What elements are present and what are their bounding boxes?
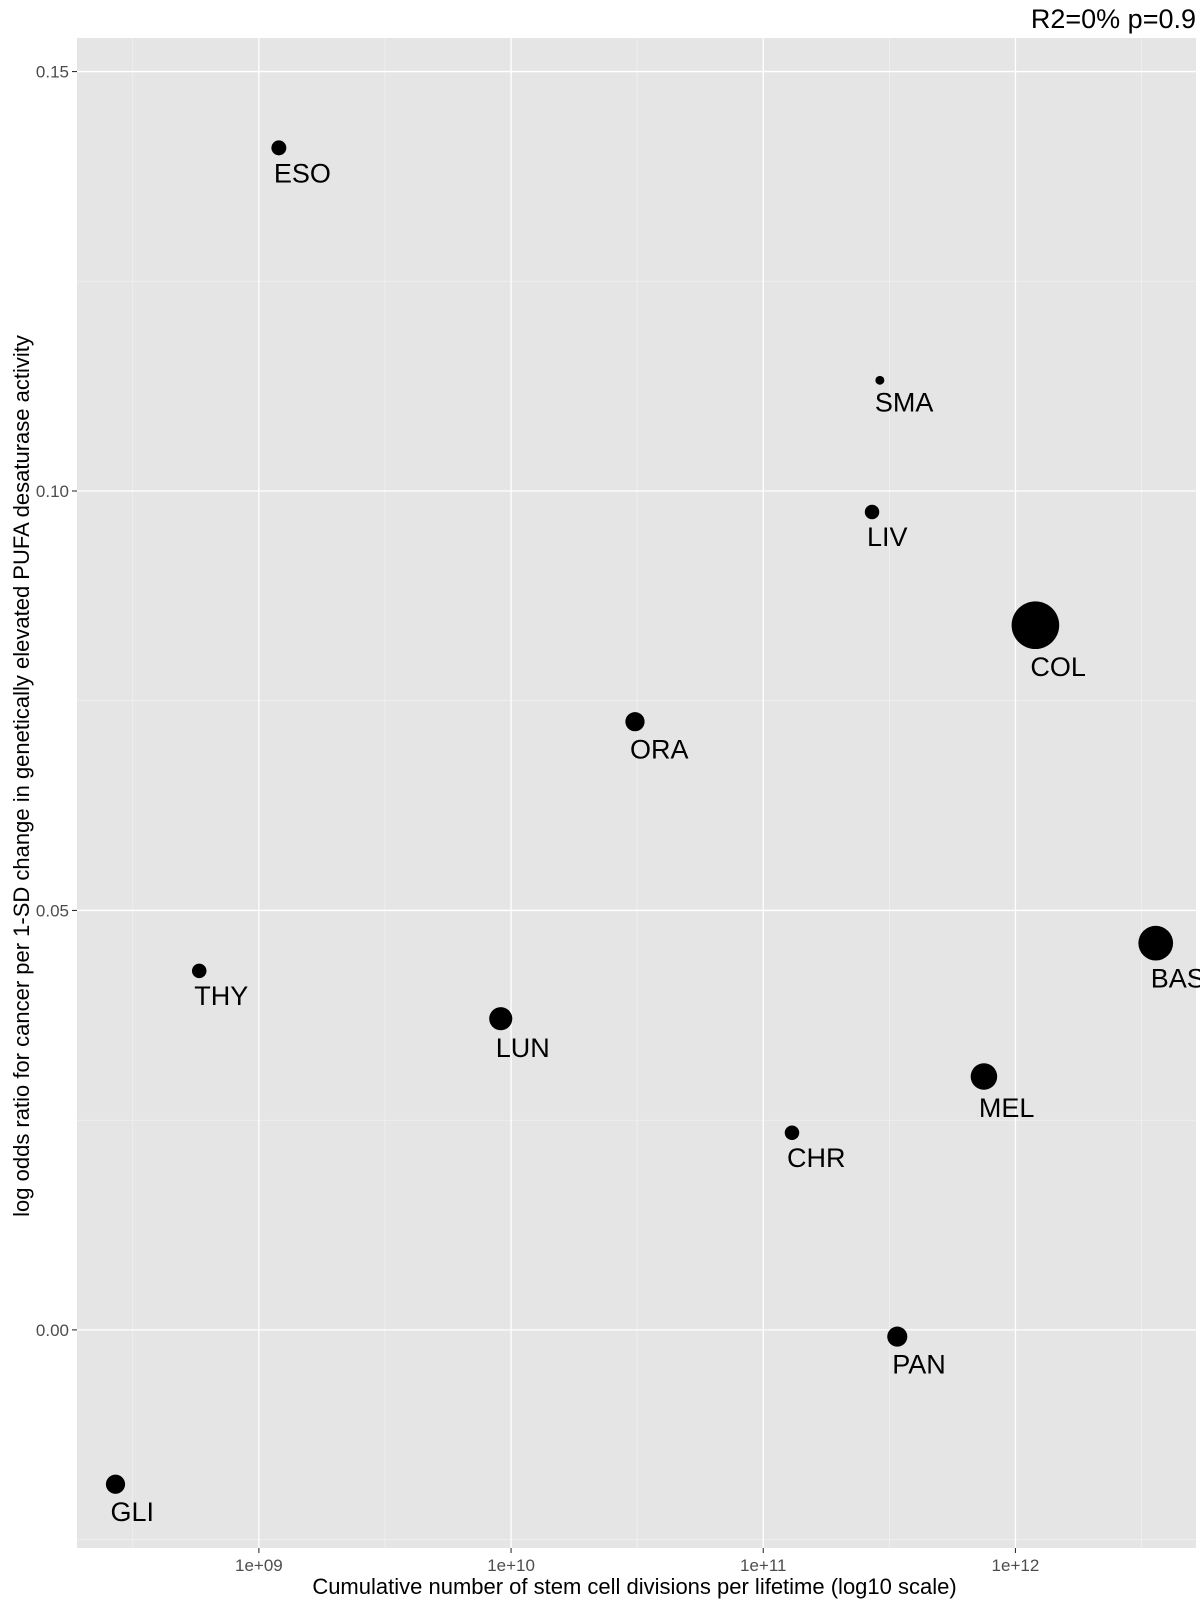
- grid-major: [77, 38, 1196, 1548]
- point-label-ora: ORA: [630, 734, 689, 764]
- plot-panel: [77, 38, 1196, 1548]
- x-axis: 1e+09 1e+10 1e+11 1e+12: [235, 1548, 1039, 1575]
- x-tick-label: 1e+09: [235, 1556, 283, 1575]
- point-lun: [489, 1007, 513, 1031]
- x-tick-label: 1e+12: [992, 1556, 1040, 1575]
- point-label-eso: ESO: [274, 158, 331, 188]
- point-sma: [875, 375, 885, 385]
- point-label-mel: MEL: [979, 1093, 1035, 1123]
- point-col: [1011, 601, 1060, 650]
- data-points: [105, 140, 1174, 1494]
- x-tick-label: 1e+10: [487, 1556, 535, 1575]
- point-label-col: COL: [1030, 652, 1086, 682]
- point-label-sma: SMA: [875, 388, 934, 418]
- x-axis-title: Cumulative number of stem cell divisions…: [312, 1574, 956, 1599]
- point-eso: [271, 140, 287, 156]
- y-tick-label: 0.10: [36, 482, 69, 501]
- point-gli: [105, 1474, 126, 1494]
- y-tick-label: 0.05: [36, 901, 69, 920]
- y-tick-label: 0.15: [36, 63, 69, 82]
- y-axis-title: log odds ratio for cancer per 1-SD chang…: [9, 335, 34, 1217]
- point-mel: [970, 1063, 998, 1090]
- point-labels: ESO SMA LIV COL ORA BAS THY LUN MEL CHR PAN GLI: [110, 158, 1200, 1527]
- point-chr: [784, 1125, 800, 1140]
- point-label-chr: CHR: [787, 1143, 846, 1173]
- grid-minor: [77, 38, 1196, 1548]
- point-label-lun: LUN: [496, 1033, 550, 1063]
- y-tick-label: 0.00: [36, 1321, 69, 1340]
- point-bas: [1138, 925, 1174, 961]
- point-label-liv: LIV: [867, 522, 908, 552]
- y-axis: 0.00 0.05 0.10 0.15: [36, 63, 77, 1340]
- point-pan: [887, 1326, 908, 1347]
- x-tick-label: 1e+11: [740, 1556, 786, 1575]
- point-label-gli: GLI: [110, 1497, 154, 1527]
- point-liv: [864, 504, 880, 520]
- point-label-bas: BAS: [1151, 964, 1200, 994]
- point-label-pan: PAN: [892, 1350, 946, 1380]
- point-label-thy: THY: [194, 981, 248, 1011]
- stats-annotation: R2=0% p=0.9: [1031, 4, 1196, 34]
- point-ora: [625, 712, 645, 732]
- point-thy: [191, 963, 207, 979]
